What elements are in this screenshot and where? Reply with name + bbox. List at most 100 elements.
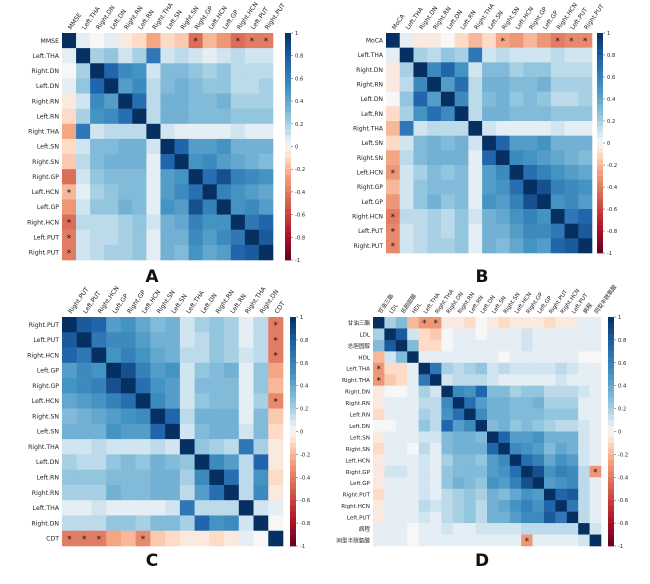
panel-b-colorbar-segment: [597, 176, 603, 182]
panel-d-cell: [441, 534, 454, 547]
panel-c-cell: [91, 393, 107, 409]
panel-d-cell: [509, 385, 522, 398]
panel-d-cell: [566, 534, 579, 547]
panel-d-cell: [441, 454, 454, 467]
panel-d-cell: [487, 362, 499, 375]
panel-d-colorbar-segment: [608, 477, 614, 484]
heatmap-panel-b: * * * * * * * * MoCA Left.THA Right.DN Right.RN Left…: [352, 2, 618, 257]
panel-b-cell: [440, 238, 455, 254]
panel-c-cell: [253, 317, 269, 333]
panel-b-cell: [482, 33, 497, 48]
panel-a-cell: [174, 199, 189, 215]
panel-a-cell: [188, 63, 203, 79]
panel-b-cell: [495, 106, 510, 122]
panel-b-cell: [537, 209, 552, 224]
panel-a-cell: [90, 93, 105, 109]
panel-b-cell: [509, 62, 524, 78]
panel-d-cell: [373, 488, 385, 501]
panel-c-colorbar-segment: [290, 374, 296, 381]
panel-a-significance-star: *: [67, 234, 72, 244]
panel-b-colorbar-segment: [597, 192, 603, 199]
panel-d-cell: [441, 328, 454, 341]
panel-d-cell: [452, 500, 465, 512]
panel-a-colorbar-segment: [285, 135, 291, 142]
panel-c-significance-star: *: [141, 535, 146, 545]
panel-b-colorbar-segment: [597, 236, 603, 243]
panel-b-cell: [440, 77, 455, 92]
panel-c-cell: [62, 362, 78, 379]
panel-b-cell: [550, 150, 565, 166]
panel-b-cell: [523, 135, 538, 151]
panel-a-cell: [202, 93, 218, 109]
panel-d-cell: [407, 534, 419, 547]
panel-d-cell: [441, 397, 454, 409]
panel-d-cell: [373, 431, 385, 444]
panel-d-cell: [498, 534, 511, 547]
panel-d-cell: [407, 385, 419, 398]
panel-d-cell: [384, 488, 397, 501]
panel-a-cell: [104, 33, 119, 49]
panel-a-colorbar-segment: [285, 50, 291, 57]
panel-b-colorbar-segment: [597, 187, 603, 193]
panel-c-cell: [62, 332, 78, 348]
panel-c-cell: [224, 530, 240, 547]
panel-a-cell: [118, 123, 133, 140]
panel-b-row-label: Left.SN: [362, 140, 384, 147]
panel-d-cell: [544, 351, 556, 364]
panel-d-cell: [544, 465, 556, 478]
panel-b-cell: [427, 135, 442, 151]
panel-b-cell: [386, 91, 401, 107]
panel-a-cell: [174, 214, 189, 231]
panel-d-cell: [475, 454, 488, 467]
panel-b-cell: [482, 121, 497, 136]
panel-d-cell: [487, 408, 499, 421]
panel-a-cell: [230, 244, 246, 261]
panel-b-cell: [482, 47, 497, 63]
panel-a-cell: [244, 48, 260, 64]
panel-a-colorbar-segment: [285, 208, 291, 216]
panel-c-colorbar-segment: [290, 328, 296, 335]
panel-d-cell: [521, 465, 533, 478]
panel-a-colorbar-tick-label: -0.6: [295, 213, 305, 219]
panel-d-cell: [373, 500, 385, 512]
panel-d-cell: [464, 339, 476, 352]
panel-c-cell: [253, 393, 269, 409]
panel-b-cell: [537, 47, 552, 63]
panel-d-cell: [566, 431, 579, 444]
panel-b-cell: [550, 62, 565, 78]
panel-d-cell: [487, 511, 499, 524]
panel-d-cell: [464, 420, 476, 432]
panel-a-cell: [216, 184, 232, 200]
panel-d-cell: [589, 317, 602, 329]
panel-a-cell: [230, 154, 246, 170]
panel-a-cell: [104, 48, 119, 64]
panel-c-cell: [268, 484, 284, 501]
panel-c-cell: [238, 393, 254, 409]
panel-d-cell: [487, 431, 499, 444]
panel-b-cell: [413, 209, 428, 224]
panel-d-cell: [521, 500, 533, 512]
panel-a-cell: [118, 108, 133, 125]
panel-c-cell: [106, 484, 122, 501]
panel-d-cell: [566, 328, 579, 341]
panel-b-significance-star: *: [391, 169, 396, 179]
panel-d-cell: [464, 465, 476, 478]
panel-b-cell: [578, 223, 593, 239]
panel-d-cell: [452, 477, 465, 490]
panel-d-cell: [566, 385, 579, 398]
panel-b-cell: [550, 238, 565, 254]
panel-d-colorbar-segment: [608, 414, 614, 421]
panel-a-row-label: Left.HCN: [32, 189, 60, 196]
panel-a-cell: [258, 154, 274, 170]
panel-c-cell: [62, 378, 78, 394]
panel-d-cell: [373, 534, 385, 547]
panel-d-cell: [464, 317, 476, 329]
panel-b-colorbar-segment: [597, 82, 603, 89]
panel-c-cell: [238, 500, 254, 516]
panel-d-cell: [544, 500, 556, 512]
panel-b-cell: [413, 106, 428, 122]
panel-c-cell: [106, 469, 122, 486]
panel-d-colorbar-tick-label: 0: [618, 430, 621, 436]
panel-d-cell: [578, 477, 590, 490]
panel-d-cell: [430, 420, 442, 432]
